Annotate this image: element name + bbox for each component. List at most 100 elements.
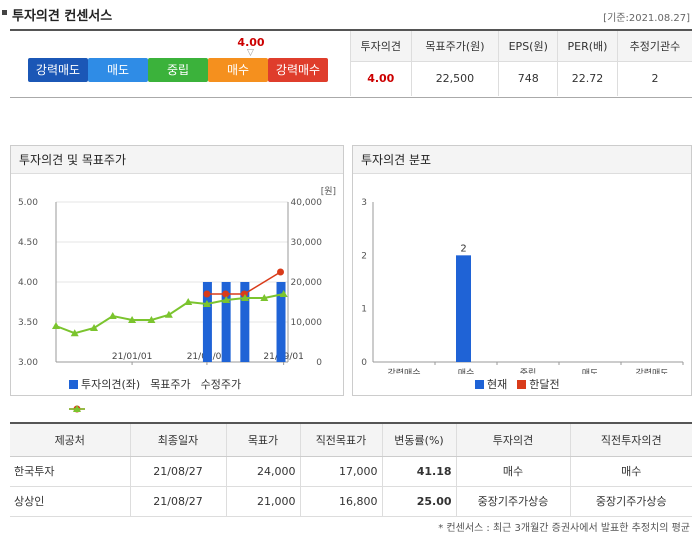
current-bar: [456, 255, 471, 362]
legend-swatch: [517, 379, 527, 389]
last-date: 21/08/27: [129, 456, 226, 487]
legend-swatch: [475, 379, 484, 389]
scale-buy: 매수: [208, 58, 268, 82]
y-right-tick-label: 0: [316, 358, 322, 368]
opinion-bar: [202, 282, 212, 362]
opinion-target-chart: 5.00 40,000 4.50 30,000 4.00 20,000 3.50 10,000…: [18, 186, 336, 368]
column-header: 목표가: [225, 422, 300, 457]
y-right-tick-label: 30,000: [291, 238, 323, 248]
change-rate: 41.18: [381, 456, 456, 487]
target-price: 24,000: [225, 456, 300, 487]
legend-target: 목표주가: [69, 376, 191, 413]
legend-label: 투자의견(좌): [81, 378, 141, 391]
opinion-bar: [221, 282, 231, 362]
adjusted-price-point: [108, 312, 117, 319]
opinion-target-panel: 투자의견 및 목표주가 5.00 40,000 4.50 30,000 4.00 20,0…: [10, 145, 344, 413]
adjusted-price-point: [260, 294, 269, 301]
y-right-tick-label: 20,000: [291, 278, 323, 288]
broker-estimates-table: 제공처 최종일자 목표가 직전목표가 변동률(%) 투자의견 직전투자의견 한국…: [10, 422, 692, 517]
summary-target-price: 22,500: [410, 61, 499, 96]
opinion-distribution-panel: 투자의견 분포 3 2 1 0 강력매수 매수 중립 매도 강력매도 2 현재 한달전: [352, 145, 692, 396]
chart-legend: 투자의견(좌) 목표주가 수정주가: [69, 376, 242, 413]
summary-opinion: 4.00: [350, 61, 412, 96]
legend-adjusted-price: 수정주가: [69, 376, 242, 412]
opinion-scale: 강력매도 매도 중립 매수 강력매수: [28, 58, 328, 82]
page-title: 투자의견 컨센서스: [12, 9, 113, 24]
panel-title: 투자의견 분포: [353, 146, 691, 174]
scale-strong-sell: 강력매도: [28, 58, 88, 82]
summary-header: PER(배): [557, 31, 618, 62]
column-header: 제공처: [10, 422, 130, 457]
y-left-tick-label: 5.00: [18, 198, 38, 208]
prev-target-price: 17,000: [299, 456, 382, 487]
adjusted-price-point: [70, 329, 79, 337]
target-price-point: [240, 290, 248, 298]
column-header: 투자의견: [455, 422, 570, 457]
y-right-tick-label: 40,000: [291, 198, 323, 208]
summary-header: EPS(원): [498, 31, 558, 62]
broker-name: 한국투자: [10, 456, 130, 487]
y-left-tick-label: 3.50: [18, 318, 38, 328]
summary-institution-count: 2: [616, 61, 692, 96]
category-label: 강력매도: [635, 367, 668, 374]
scale-neutral: 중립: [148, 58, 208, 82]
legend-opinion: 투자의견(좌): [69, 376, 140, 392]
reference-date: [기준:2021.08.27]: [603, 13, 690, 24]
legend-line-triangle-icon: [69, 405, 85, 412]
legend-label: 현재: [487, 378, 508, 391]
table-row: 상상인 21/08/27 21,000 16,800 25.00 중장기주가상승…: [10, 486, 692, 517]
column-header: 변동률(%): [381, 422, 456, 457]
change-rate: 25.00: [381, 486, 456, 517]
y-tick-label: 2: [361, 251, 367, 261]
panel-title: 투자의견 및 목표주가: [11, 146, 343, 174]
legend-label: 한달전: [529, 378, 560, 391]
x-tick-label: 21/01/01: [112, 352, 152, 362]
adjusted-price-point: [240, 294, 249, 301]
y-tick-label: 0: [361, 358, 367, 368]
target-price-line: [206, 271, 281, 295]
data-label: 2: [460, 243, 466, 254]
target-price-point: [203, 290, 211, 298]
adjusted-price-point: [52, 322, 60, 329]
y-left-tick-label: 4.00: [18, 278, 38, 288]
legend-swatch: [69, 379, 78, 389]
target-price-point: [277, 268, 285, 276]
y-right-unit-label: [원]: [321, 186, 336, 197]
y-left-tick-label: 4.50: [18, 238, 38, 248]
y-right-tick-label: 10,000: [291, 318, 323, 328]
table-header-row: 제공처 최종일자 목표가 직전목표가 변동률(%) 투자의견 직전투자의견: [10, 422, 692, 457]
legend-label: 수정주가: [200, 378, 242, 391]
adjusted-price-point: [222, 296, 231, 303]
category-label: 매도: [582, 368, 599, 374]
broker-name: 상상인: [10, 486, 130, 517]
opinion: 매수: [455, 456, 570, 487]
legend-current: 현재: [475, 376, 507, 392]
adjusted-price-point: [279, 290, 288, 297]
scale-sell: 매도: [88, 58, 148, 82]
y-tick-label: 1: [361, 305, 367, 315]
header: 투자의견 컨센서스 [기준:2021.08.27]: [0, 0, 696, 31]
column-header: 직전투자의견: [569, 422, 692, 457]
summary-per: 22.72: [557, 61, 618, 96]
chart-legend: 현재 한달전: [475, 376, 560, 392]
adjusted-price-point: [128, 316, 137, 323]
summary-header: 목표주가(원): [410, 31, 499, 62]
target-price: 21,000: [225, 486, 300, 517]
footnote: * 컨센서스 : 최근 3개월간 증권사에서 발표한 추정치의 평균: [438, 523, 690, 534]
summary-value-row: 4.00 22,500 748 22.72 2: [350, 61, 692, 96]
table-row: 한국투자 21/08/27 24,000 17,000 41.18 매수 매수: [10, 456, 692, 487]
summary-header: 투자의견: [350, 31, 412, 62]
target-price-point: [222, 290, 230, 298]
adjusted-price-point: [164, 310, 173, 318]
summary-header: 추정기관수: [616, 31, 692, 62]
prev-opinion: 중장기주가상승: [569, 486, 692, 517]
prev-opinion: 매수: [569, 456, 692, 487]
prev-target-price: 16,800: [299, 486, 382, 517]
adjusted-price-point: [147, 316, 156, 323]
y-tick-label: 3: [361, 198, 367, 208]
legend-label: 목표주가: [150, 378, 191, 391]
legend-month-ago: 한달전: [517, 376, 560, 392]
opinion-distribution-chart: 3 2 1 0 강력매수 매수 중립 매도 강력매도 2: [361, 198, 684, 374]
opinion-bar: [240, 282, 250, 362]
opinion: 중장기주가상승: [455, 486, 570, 517]
